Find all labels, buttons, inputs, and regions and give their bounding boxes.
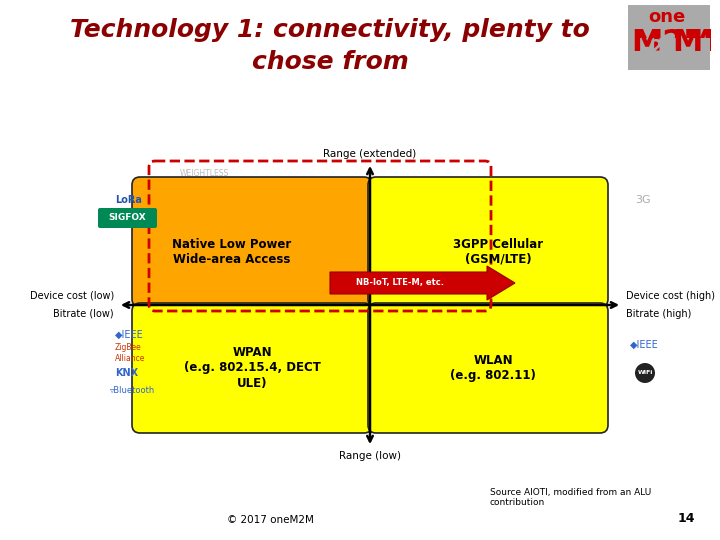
Text: Bitrate (high): Bitrate (high) [626, 309, 691, 319]
FancyBboxPatch shape [628, 38, 710, 70]
Text: Device cost (low): Device cost (low) [30, 291, 114, 301]
Circle shape [635, 363, 655, 383]
Text: ▿Bluetooth: ▿Bluetooth [110, 386, 156, 395]
FancyBboxPatch shape [132, 303, 372, 433]
Text: Native Low Power
Wide-area Access: Native Low Power Wide-area Access [172, 238, 292, 266]
Text: KNX: KNX [115, 368, 138, 378]
Text: ◆IEEE: ◆IEEE [630, 340, 659, 350]
Text: WiFi: WiFi [637, 370, 653, 375]
FancyBboxPatch shape [98, 208, 157, 228]
Text: NB-IoT, LTE-M, etc.: NB-IoT, LTE-M, etc. [356, 279, 444, 287]
Text: 2: 2 [649, 38, 663, 57]
Text: 3G: 3G [635, 195, 651, 205]
FancyBboxPatch shape [368, 177, 608, 307]
Text: Bitrate (low): Bitrate (low) [53, 309, 114, 319]
Text: M2M: M2M [632, 28, 714, 57]
Text: LoRa: LoRa [115, 195, 142, 205]
Text: WLAN
(e.g. 802.11): WLAN (e.g. 802.11) [450, 354, 536, 382]
Text: ZigBee
Alliance: ZigBee Alliance [115, 343, 145, 363]
Text: M M: M M [632, 28, 703, 57]
Text: Range (extended): Range (extended) [323, 149, 417, 159]
FancyArrow shape [330, 266, 515, 300]
Text: Range (low): Range (low) [339, 451, 401, 461]
Text: 3GPP Cellular
(GSM/LTE): 3GPP Cellular (GSM/LTE) [453, 238, 543, 266]
Text: Source AIOTI, modified from an ALU
contribution: Source AIOTI, modified from an ALU contr… [490, 488, 652, 508]
Text: ◆IEEE: ◆IEEE [115, 330, 144, 340]
Text: chose from: chose from [251, 50, 408, 74]
Text: one: one [648, 8, 685, 26]
Text: 14: 14 [678, 512, 695, 525]
Text: Device cost (high): Device cost (high) [626, 291, 715, 301]
FancyBboxPatch shape [628, 5, 710, 70]
Text: WEIGHTLESS: WEIGHTLESS [180, 168, 229, 178]
Text: WPAN
(e.g. 802.15.4, DECT
ULE): WPAN (e.g. 802.15.4, DECT ULE) [184, 347, 320, 389]
Text: © 2017 oneM2M: © 2017 oneM2M [227, 515, 313, 525]
FancyBboxPatch shape [132, 177, 372, 307]
Text: SIGFOX: SIGFOX [108, 213, 146, 222]
Text: Technology 1: connectivity, plenty to: Technology 1: connectivity, plenty to [70, 18, 590, 42]
FancyBboxPatch shape [368, 303, 608, 433]
